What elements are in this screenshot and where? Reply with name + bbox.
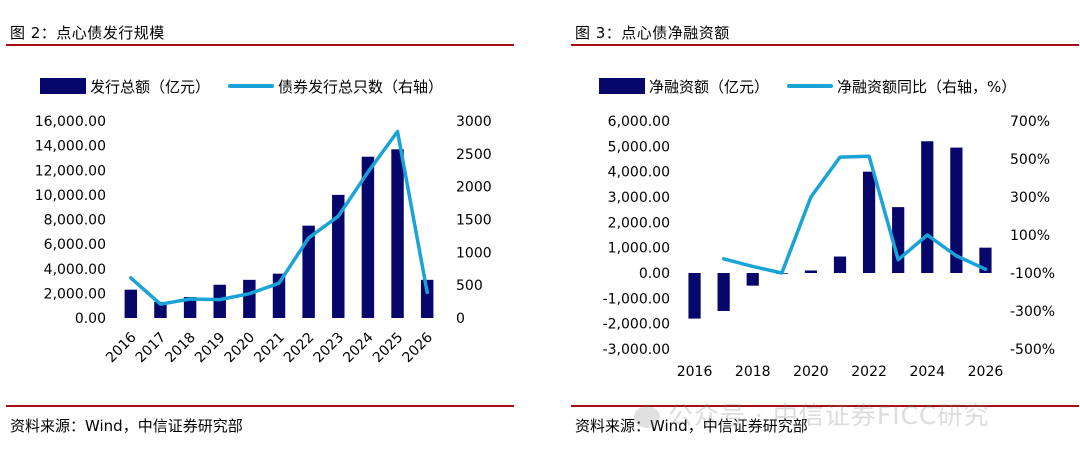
y-left-tick-label: 6,000.00 [608, 114, 670, 130]
y-left-tick-label: 3,000.00 [608, 190, 670, 206]
y-right-tick-label: 500 [456, 278, 483, 294]
bar-2025 [391, 149, 404, 318]
legend-line-swatch [787, 84, 834, 88]
x-tick-label: 2021 [251, 330, 288, 367]
y-left-tick-label: 10,000.00 [35, 188, 106, 204]
y-left-tick-label: 6,000.00 [44, 237, 106, 253]
y-left-tick-label: -3,000.00 [603, 342, 670, 358]
figure-3-chart: 6,000.00 5,000.00 4,000.00 3,000.00 2,000.00… [603, 114, 1055, 380]
bar-2022 [302, 225, 315, 318]
y-left-tick-label: 2,000.00 [608, 215, 670, 231]
figure-3-source: 资料来源：Wind，中信证券研究部 [575, 417, 808, 435]
bar-2021 [833, 256, 847, 273]
y-right-tick-label: -500% [1010, 342, 1055, 358]
legend-bar-label: 净融资额（亿元） [649, 77, 770, 96]
y-left-tick-label: -1,000.00 [603, 291, 670, 307]
x-tick-label: 2020 [222, 330, 259, 367]
watermark: 公众号 · 中信证券FICC研究 [634, 396, 990, 432]
y-left-tick-label: 8,000.00 [44, 213, 106, 229]
figure-3-panel: 图 3：点心债净融资额 净融资额（亿元） 净融资额同比（右轴，%） 6,000.… [565, 0, 1080, 458]
bar-2017 [154, 301, 167, 318]
y-right-tick-label: -300% [1010, 304, 1055, 320]
figure-3-title: 图 3：点心债净融资额 [575, 24, 730, 42]
bar-2016 [124, 289, 138, 318]
x-tick-label: 2022 [281, 330, 318, 367]
x-tick-label: 2024 [909, 364, 945, 380]
x-tick-label: 2026 [968, 364, 1004, 380]
y-right-tick-label: 300% [1010, 190, 1050, 206]
y-right-tick-label: 2000 [456, 180, 492, 196]
bar-2019 [213, 284, 226, 318]
y-right-tick-label: 2500 [456, 147, 492, 163]
figure-2-source: 资料来源：Wind，中信证券研究部 [10, 417, 243, 435]
legend-bar-label: 发行总额（亿元） [90, 77, 211, 96]
y-left-tick-label: 0.00 [639, 266, 670, 282]
bar-2026 [420, 279, 434, 318]
y-left-tick-label: 1,000.00 [608, 241, 670, 257]
x-tick-label: 2016 [103, 329, 140, 366]
line-series [129, 129, 429, 306]
y-right-tick-label: 3000 [456, 114, 492, 130]
figure-2-bottom-rule [6, 405, 514, 407]
y-left-tick-label: 5,000.00 [608, 139, 670, 155]
x-tick-label: 2023 [311, 330, 348, 367]
y-left-tick-label: 4,000.00 [608, 165, 670, 181]
y-right-tick-label: 0 [456, 311, 465, 327]
bar-2020 [804, 270, 818, 273]
bar-2018 [746, 273, 759, 286]
x-tick-label: 2022 [851, 364, 887, 380]
y-left-tick-label: 14,000.00 [35, 139, 106, 155]
y-right-tick-label: 100% [1010, 228, 1050, 244]
y-right-tick-label: -100% [1010, 266, 1055, 282]
bar-2024 [921, 141, 934, 273]
x-tick-label: 2026 [399, 329, 436, 366]
y-right-tick-label: 500% [1010, 152, 1050, 168]
line-series [721, 154, 988, 275]
y-right-tick-label: 1500 [456, 213, 492, 229]
figure-3-top-rule [571, 44, 1079, 46]
bar-2018 [183, 297, 197, 318]
x-tick-label: 2024 [340, 329, 377, 366]
y-right-tick-label: 1000 [456, 245, 492, 261]
x-tick-label: 2018 [162, 330, 199, 367]
legend-line-label: 净融资额同比（右轴，%） [837, 77, 1017, 96]
legend-bar-swatch [40, 78, 86, 94]
y-left-tick-label: 0.00 [75, 311, 106, 327]
x-tick-label: 2020 [793, 364, 829, 380]
watermark-text: 公众号 · 中信证券FICC研究 [668, 401, 990, 430]
legend-line-label: 债券发行总只数（右轴） [278, 77, 444, 96]
figure-3-legend: 净融资额（亿元） 净融资额同比（右轴，%） [599, 76, 1016, 96]
figure-2-chart: 16,000.00 14,000.00 12,000.00 10,000.00 8,00… [35, 114, 492, 367]
x-tick-label: 2025 [370, 330, 407, 367]
bar-2024 [361, 156, 375, 318]
wechat-icon [634, 406, 660, 428]
figure-2-title: 图 2：点心债发行规模 [10, 24, 165, 42]
x-tick-label: 2018 [735, 364, 771, 380]
figure-2-top-rule [6, 44, 514, 46]
y-left-tick-label: 4,000.00 [44, 262, 106, 278]
figure-3-bottom-rule [571, 405, 1079, 407]
bar-2023 [332, 194, 345, 318]
legend-bar-swatch [599, 78, 645, 94]
y-left-tick-label: 2,000.00 [44, 286, 106, 302]
x-tick-label: 2017 [133, 330, 170, 367]
x-tick-label: 2019 [192, 330, 229, 367]
figure-2-legend: 发行总额（亿元） 债券发行总只数（右轴） [40, 76, 443, 96]
x-tick-label: 2016 [677, 364, 713, 380]
bar-2017 [717, 273, 730, 311]
figure-2-panel: 图 2：点心债发行规模 发行总额（亿元） 债券发行总只数（右轴） 16,000.… [0, 0, 520, 458]
bar-2016 [688, 273, 701, 319]
bar-2025 [950, 147, 963, 273]
bar-2022 [862, 171, 876, 273]
y-right-tick-label: 700% [1010, 114, 1050, 130]
y-left-tick-label: 12,000.00 [35, 163, 106, 179]
y-left-tick-label: -2,000.00 [603, 317, 670, 333]
y-left-tick-label: 16,000.00 [35, 114, 106, 130]
bar-2020 [243, 279, 256, 318]
legend-line-swatch [228, 84, 275, 88]
